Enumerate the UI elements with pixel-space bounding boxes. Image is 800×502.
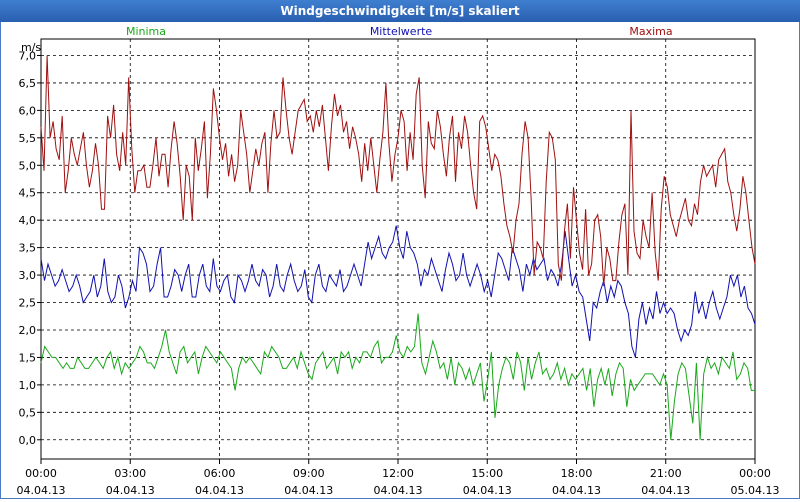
- chart-frame: 0,0 0,5 1,0 1,5 2,0 2,5 3,0 3,5 4,0 4,5 5,0 5,5 6,0 6…: [0, 22, 800, 499]
- y-tick-label: 4,0: [19, 214, 37, 227]
- y-tick-label: 3,0: [19, 269, 37, 282]
- x-tick-time-label: 21:00: [650, 467, 682, 480]
- series-line-minima: [40, 313, 755, 440]
- x-tick-time-label: 12:00: [382, 467, 414, 480]
- x-tick-date-label: 04.04.13: [374, 484, 423, 497]
- y-tick-label: 2,0: [19, 324, 37, 337]
- y-tick-label: 6,5: [19, 77, 37, 90]
- x-tick-time-label: 09:00: [293, 467, 325, 480]
- legend-entry-mittelwerte: Mittelwerte: [370, 25, 433, 38]
- y-tick-label: 2,5: [19, 297, 37, 310]
- x-tick-date-label: 04.04.13: [106, 484, 155, 497]
- x-tick-date-label: 04.04.13: [284, 484, 333, 497]
- x-tick-time-label: 00:00: [739, 467, 771, 480]
- x-tick-time-label: 06:00: [204, 467, 236, 480]
- y-axis-label: m/s: [21, 41, 41, 54]
- y-tick-label: 5,5: [19, 132, 37, 145]
- y-tick-label: 1,0: [19, 379, 37, 392]
- series-line-mittelwerte: [40, 225, 756, 358]
- y-tick-label: 3,5: [19, 242, 37, 255]
- y-tick-label: 5,0: [19, 159, 37, 172]
- legend-entry-minima: Minima: [126, 25, 166, 38]
- x-tick-time-label: 03:00: [114, 467, 146, 480]
- x-tick-time-label: 18:00: [561, 467, 593, 480]
- x-tick-date-label: 04.04.13: [195, 484, 244, 497]
- x-tick-time-label: 15:00: [471, 467, 503, 480]
- y-tick-label: 6,0: [19, 104, 37, 117]
- series-line-maxima: [40, 55, 756, 287]
- x-tick-date-label: 04.04.13: [463, 484, 512, 497]
- window-title: Windgeschwindigkeit [m/s] skaliert: [0, 0, 800, 22]
- y-tick-label: 4,5: [19, 187, 37, 200]
- chart-svg: 0,0 0,5 1,0 1,5 2,0 2,5 3,0 3,5 4,0 4,5 5,0 5,5 6,0 6…: [17, 25, 780, 497]
- y-tick-label: 7,0: [19, 49, 37, 62]
- x-tick-date-label: 04.04.13: [552, 484, 601, 497]
- y-tick-label: 0,5: [19, 406, 37, 419]
- x-tick-date-label: 05.04.13: [731, 484, 780, 497]
- y-tick-label: 0,0: [19, 434, 37, 447]
- x-tick-time-label: 00:00: [25, 467, 57, 480]
- x-tick-date-label: 04.04.13: [17, 484, 66, 497]
- legend-entry-maxima: Maxima: [629, 25, 672, 38]
- x-tick-date-label: 04.04.13: [641, 484, 690, 497]
- y-tick-label: 1,5: [19, 351, 37, 364]
